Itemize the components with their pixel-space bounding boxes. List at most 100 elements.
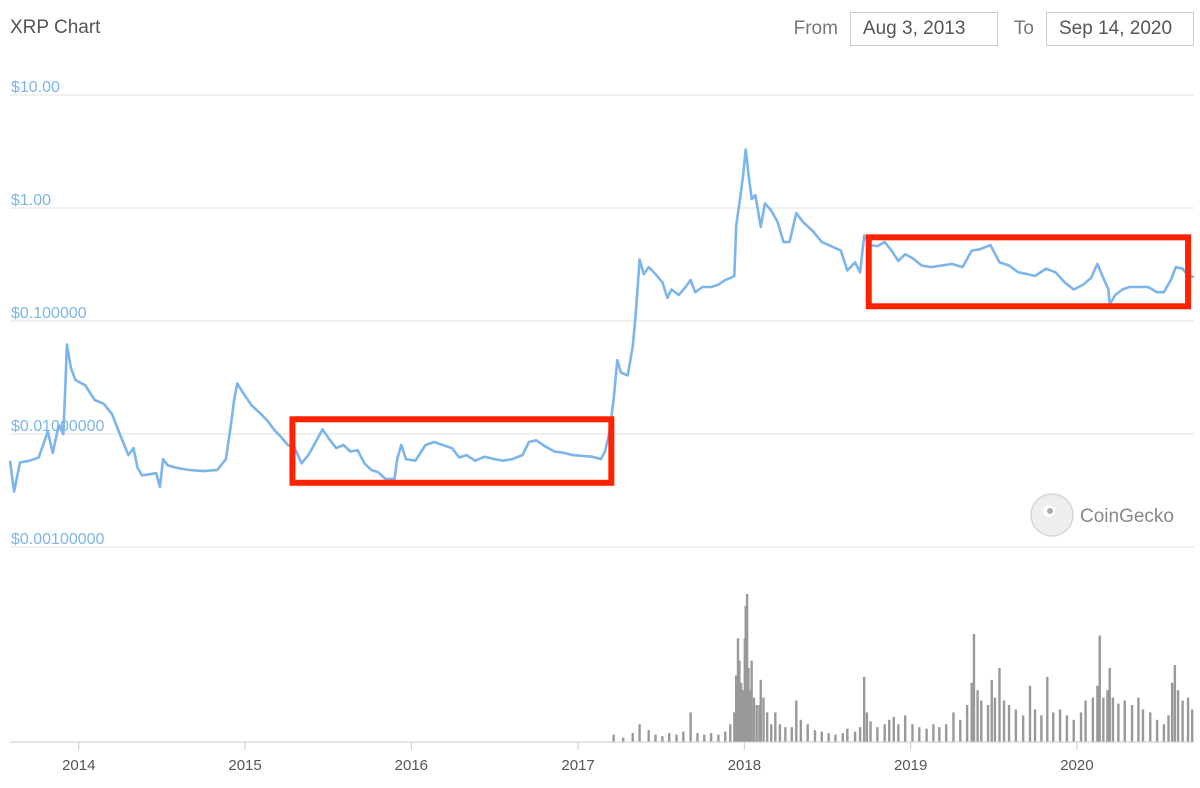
volume-bar [925, 728, 928, 742]
volume-bar [765, 712, 769, 742]
volume-bar [1111, 697, 1115, 742]
volume-bar [865, 712, 869, 742]
volume-bar [932, 724, 935, 742]
volume-bar [1117, 703, 1120, 742]
from-date-input[interactable] [849, 12, 998, 46]
volume-bar [1123, 700, 1126, 742]
volume-bar [748, 690, 752, 742]
volume-bar [858, 727, 862, 742]
volume-bar [938, 727, 941, 742]
gridlines [10, 94, 1194, 548]
volume-bar [790, 727, 793, 742]
volume-bar [1021, 715, 1025, 742]
y-tick-label: $0.00100000 [11, 531, 105, 548]
volume-bar [1170, 682, 1174, 742]
volume-bar [1155, 719, 1159, 742]
volume-bar [745, 594, 749, 742]
volume-bar [1065, 715, 1069, 742]
volume-bar [795, 700, 798, 742]
volume-bar [612, 734, 615, 742]
from-label: From [793, 18, 838, 39]
volume-bar [738, 660, 741, 742]
volume-bar [1091, 697, 1095, 742]
volume-bar [621, 737, 625, 742]
volume-bar [1173, 665, 1177, 742]
volume-bar [813, 730, 817, 742]
x-tick-label: 2016 [395, 757, 428, 774]
x-tick-label: 2015 [228, 757, 261, 774]
volume-bar [739, 682, 743, 742]
volume-bar [1181, 700, 1184, 742]
highlight-box-1 [289, 416, 615, 486]
volume-bar [1098, 635, 1101, 742]
volume-bar [654, 734, 657, 742]
volume-bar [729, 724, 732, 742]
volume-bar [675, 734, 678, 742]
volume-bar [1102, 697, 1105, 742]
volume-bar [1072, 719, 1075, 742]
volume-bar [976, 690, 979, 742]
volume-bar [1033, 709, 1037, 742]
x-tick-label: 2020 [1060, 757, 1093, 774]
volume-bar [853, 731, 857, 742]
volume-bar [1096, 685, 1099, 742]
highlight-boxes [289, 234, 1192, 486]
volume-bar [990, 679, 993, 742]
volume-bar [892, 716, 895, 742]
volume-bar [965, 705, 969, 742]
volume-bar [1108, 668, 1111, 742]
volume-bar [1007, 705, 1011, 742]
volume-bar [747, 668, 750, 742]
date-range-selector: From To [794, 12, 1194, 46]
volume-bar [638, 724, 641, 742]
volume-bar [952, 712, 955, 742]
volume-bar [758, 705, 761, 742]
volume-bar [770, 724, 773, 742]
volume-bar [1040, 715, 1043, 742]
volume-bar [784, 727, 787, 742]
to-label: To [1013, 18, 1034, 39]
volume-bar [1084, 700, 1087, 742]
volume-bar [744, 605, 747, 742]
volume-bar [911, 724, 914, 742]
volume-bar [736, 638, 740, 742]
volume-bar [667, 733, 671, 742]
volume-bar [1052, 712, 1055, 742]
volume-bar [1167, 715, 1170, 742]
volume-bar [647, 730, 650, 742]
volume-bar [834, 734, 837, 742]
volume-bar [724, 731, 727, 742]
x-tick-label: 2018 [728, 757, 761, 774]
volume-bar [869, 721, 872, 742]
volume-bar [1130, 705, 1134, 742]
price-series-line [8, 148, 1195, 493]
volume-bar [1186, 697, 1190, 742]
volume-bar [986, 705, 990, 742]
volume-bar [682, 731, 685, 742]
volume-bar [888, 719, 891, 742]
volume-bar [734, 675, 738, 742]
x-tick-label: 2017 [561, 757, 594, 774]
volume-bar [841, 733, 844, 742]
volume-bar [1141, 709, 1145, 742]
volume-bar [750, 660, 753, 742]
volume-bar [998, 668, 1001, 742]
volume-bar [696, 733, 699, 742]
volume-bar [799, 719, 803, 742]
gecko-eye-pupil [1047, 508, 1053, 514]
volume-bar [1079, 712, 1083, 742]
volume-bar [631, 733, 634, 742]
y-axis-labels: $10.00$1.00$0.100000$0.01000000$0.001000… [11, 79, 105, 548]
volume-bar [827, 733, 830, 742]
x-axis-labels: 2014 2015 2016 2017 2018 2019 2020 [62, 742, 1094, 774]
volume-bar [1106, 690, 1109, 742]
to-date-input[interactable] [1046, 12, 1194, 46]
volume-bar [774, 712, 777, 742]
volume-bar [993, 697, 997, 742]
volume-bar [778, 724, 782, 742]
volume-bar [903, 715, 907, 742]
volume-bar [862, 676, 866, 742]
chart-title: XRP Chart [10, 17, 101, 38]
volume-bar [883, 724, 886, 742]
